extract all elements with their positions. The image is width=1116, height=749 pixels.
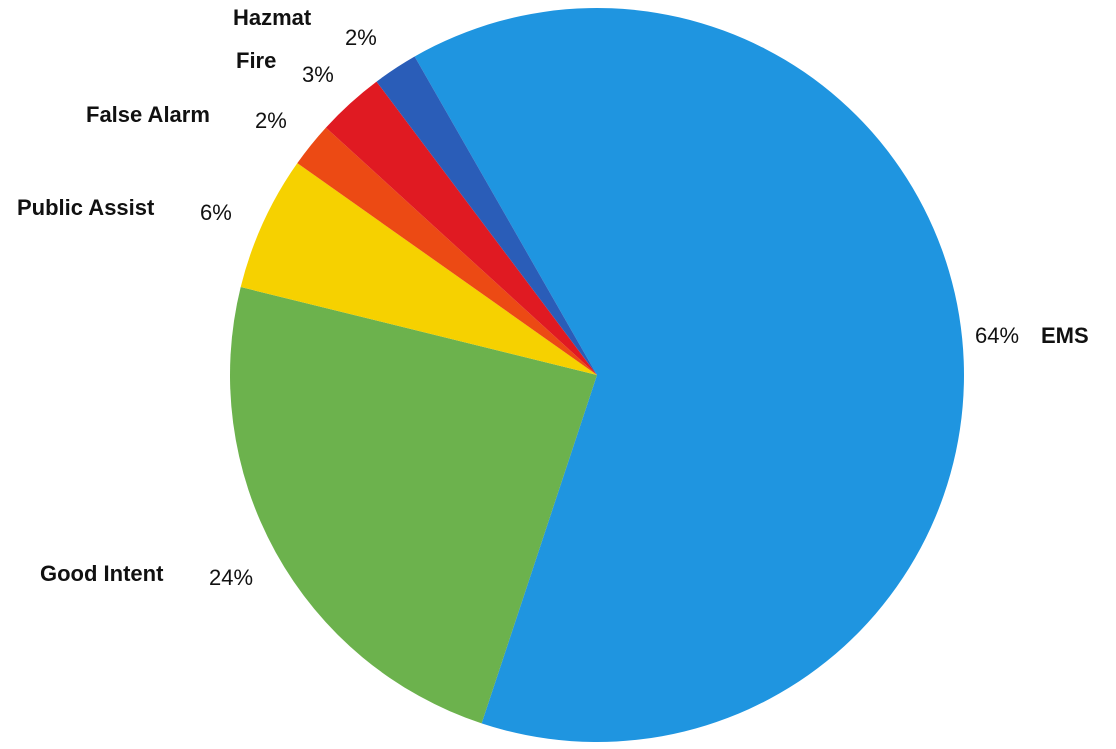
pie-slice-hazmat <box>376 56 597 375</box>
label-group-good-intent: Good Intent 24% <box>40 561 253 590</box>
value-label-hazmat: 2% <box>345 25 377 50</box>
pie-slice-ems <box>414 8 964 743</box>
category-label-fire: Fire <box>236 48 276 73</box>
pie-slice-public-assist <box>240 163 597 375</box>
category-label-ems: EMS <box>1041 323 1089 348</box>
value-label-ems: 64% <box>975 323 1019 348</box>
category-label-hazmat: Hazmat <box>233 5 312 30</box>
category-label-false-alarm: False Alarm <box>86 102 210 127</box>
label-group-ems: 64% EMS <box>975 323 1089 348</box>
pie-slice-false-alarm <box>297 127 597 375</box>
label-group-false-alarm: False Alarm 2% <box>86 102 287 133</box>
value-label-public-assist: 6% <box>200 200 232 225</box>
category-label-public-assist: Public Assist <box>17 195 155 220</box>
slices-layer <box>230 8 964 743</box>
category-label-good-intent: Good Intent <box>40 561 164 586</box>
value-label-false-alarm: 2% <box>255 108 287 133</box>
value-label-good-intent: 24% <box>209 565 253 590</box>
pie-slice-fire <box>325 81 597 375</box>
labels-layer: 64% EMS Good Intent 24% Public Assist 6%… <box>17 5 1089 590</box>
label-group-public-assist: Public Assist 6% <box>17 195 232 225</box>
label-group-fire: Fire 3% <box>236 48 334 87</box>
pie-slice-good-intent <box>230 287 597 724</box>
label-group-hazmat: Hazmat 2% <box>233 5 377 50</box>
value-label-fire: 3% <box>302 62 334 87</box>
